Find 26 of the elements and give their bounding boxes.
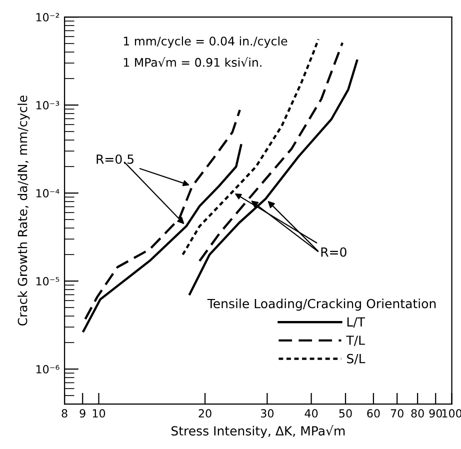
x-tick-label: 8 bbox=[62, 409, 68, 418]
x-tick-label: 10 bbox=[92, 409, 106, 418]
x-tick-label: 80 bbox=[411, 409, 424, 418]
annotation: 1 mm/cycle = 0.04 in./cycle bbox=[124, 36, 288, 48]
x-tick-label: 90 bbox=[429, 409, 442, 418]
x-tick-label: 40 bbox=[304, 409, 318, 418]
x-tick-label: 70 bbox=[390, 409, 404, 418]
legend-title: Tensile Loading/Cracking Orientation bbox=[207, 298, 436, 311]
x-tick-label: 50 bbox=[339, 409, 352, 418]
legend-label: S/L bbox=[347, 354, 366, 364]
x-axis-title: Stress Intensity, ΔK, MPa√m bbox=[171, 425, 345, 438]
y-tick-label: 10⁻⁴ bbox=[36, 189, 60, 198]
x-tick-label: 20 bbox=[198, 409, 212, 418]
y-tick-label: 10⁻⁶ bbox=[36, 365, 60, 374]
legend-label: L/T bbox=[347, 317, 366, 328]
x-tick-label: 60 bbox=[367, 409, 380, 418]
x-tick-label: 30 bbox=[260, 409, 274, 418]
y-tick-label: 10⁻² bbox=[36, 13, 59, 22]
annotation: 1 MPa√m = 0.91 ksi√in. bbox=[124, 57, 262, 67]
x-tick-label: 9 bbox=[80, 409, 86, 418]
legend-label: T/L bbox=[346, 336, 365, 346]
y-axis-title: Crack Growth Rate, da/dN, mm/cycle bbox=[18, 96, 30, 326]
annotation: R=0 bbox=[321, 247, 346, 257]
y-tick-label: 10⁻⁵ bbox=[36, 277, 60, 286]
annotation: R=0.5 bbox=[96, 154, 134, 164]
y-tick-label: 10⁻³ bbox=[36, 101, 60, 110]
